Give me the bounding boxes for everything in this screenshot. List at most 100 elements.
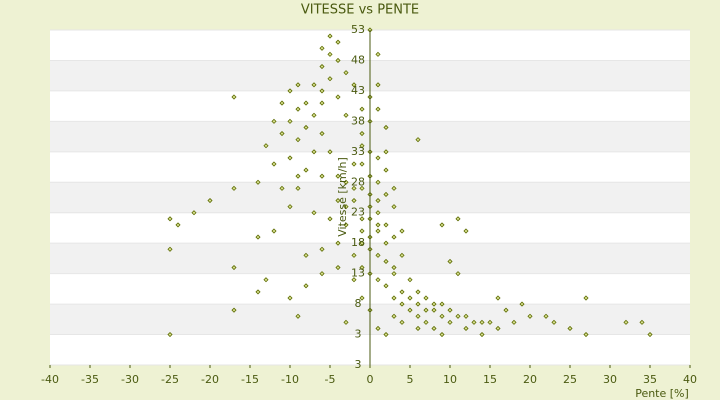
point xyxy=(351,161,357,167)
point xyxy=(383,331,389,338)
point xyxy=(319,271,325,277)
chart-title: VITESSE vs PENTE xyxy=(301,3,419,18)
point xyxy=(439,301,445,307)
point xyxy=(383,283,389,289)
point xyxy=(383,167,389,173)
x-axis-title: Pente [%] xyxy=(635,387,689,400)
point xyxy=(327,216,333,222)
point xyxy=(279,100,285,106)
point xyxy=(415,313,421,319)
point xyxy=(327,149,333,155)
x-tick-label: 5 xyxy=(407,373,414,386)
point xyxy=(207,197,213,204)
point xyxy=(319,130,325,137)
point xyxy=(431,325,437,332)
point xyxy=(375,222,381,228)
point xyxy=(487,319,493,325)
point xyxy=(375,325,381,332)
point xyxy=(375,51,381,57)
point xyxy=(311,210,317,216)
point xyxy=(399,252,405,258)
point xyxy=(375,228,381,234)
point xyxy=(295,313,301,319)
y-tick-label: 43 xyxy=(351,84,365,97)
point xyxy=(463,313,469,319)
y-tick-label: 23 xyxy=(351,206,365,219)
point xyxy=(335,94,341,100)
point xyxy=(303,124,309,131)
x-tick-label: -35 xyxy=(81,373,99,386)
point xyxy=(359,143,365,149)
x-tick-label: 40 xyxy=(683,373,697,386)
point xyxy=(335,240,341,246)
x-tick-label: -15 xyxy=(241,373,259,386)
point xyxy=(295,173,301,179)
point xyxy=(287,118,293,124)
point xyxy=(343,179,349,185)
y-tick-label: 28 xyxy=(351,175,365,188)
point xyxy=(287,204,293,210)
point xyxy=(303,283,309,289)
y-tick-label: 38 xyxy=(351,114,365,127)
y-tick-label: 8 xyxy=(355,297,362,310)
point xyxy=(279,130,285,137)
point xyxy=(583,295,589,301)
y-tick-label: 53 xyxy=(351,23,365,36)
point xyxy=(327,76,333,82)
point xyxy=(375,155,381,161)
point xyxy=(567,325,573,332)
point xyxy=(359,240,365,246)
point xyxy=(295,185,301,191)
point xyxy=(383,124,389,131)
point xyxy=(391,234,397,240)
point xyxy=(335,39,341,45)
point xyxy=(231,307,237,313)
point xyxy=(407,307,413,313)
point xyxy=(415,137,421,143)
point xyxy=(391,313,397,319)
point xyxy=(359,216,365,222)
x-tick-label: 35 xyxy=(643,373,657,386)
point xyxy=(335,173,341,179)
point xyxy=(415,325,421,332)
point xyxy=(359,228,365,234)
point xyxy=(311,82,317,88)
point xyxy=(343,222,349,228)
point xyxy=(359,185,365,191)
point xyxy=(447,319,453,325)
x-tick-label: 15 xyxy=(483,373,497,386)
point xyxy=(359,130,365,137)
point xyxy=(311,112,317,118)
point xyxy=(479,331,485,338)
point xyxy=(431,307,437,313)
point xyxy=(407,295,413,301)
point xyxy=(167,331,173,338)
point xyxy=(399,228,405,234)
y-tick-label: 3 xyxy=(355,328,362,341)
x-tick-label: -40 xyxy=(41,373,59,386)
point xyxy=(415,289,421,295)
point xyxy=(327,51,333,57)
point xyxy=(439,313,445,319)
point xyxy=(271,118,277,124)
point xyxy=(319,100,325,106)
y-axis-title: Vitesse [km/h] xyxy=(336,157,349,237)
y-tick-label: 18 xyxy=(351,236,365,249)
point xyxy=(287,88,293,94)
point xyxy=(167,246,173,252)
x-tick-label: 0 xyxy=(367,373,374,386)
point xyxy=(375,179,381,185)
point xyxy=(303,252,309,258)
point xyxy=(639,319,645,325)
point xyxy=(191,210,197,216)
point xyxy=(167,216,173,222)
point xyxy=(407,277,413,283)
x-tick-label: 30 xyxy=(603,373,617,386)
point xyxy=(543,313,549,319)
point xyxy=(319,246,325,252)
point xyxy=(327,33,333,39)
point xyxy=(527,313,533,319)
point xyxy=(431,301,437,307)
point xyxy=(287,295,293,301)
